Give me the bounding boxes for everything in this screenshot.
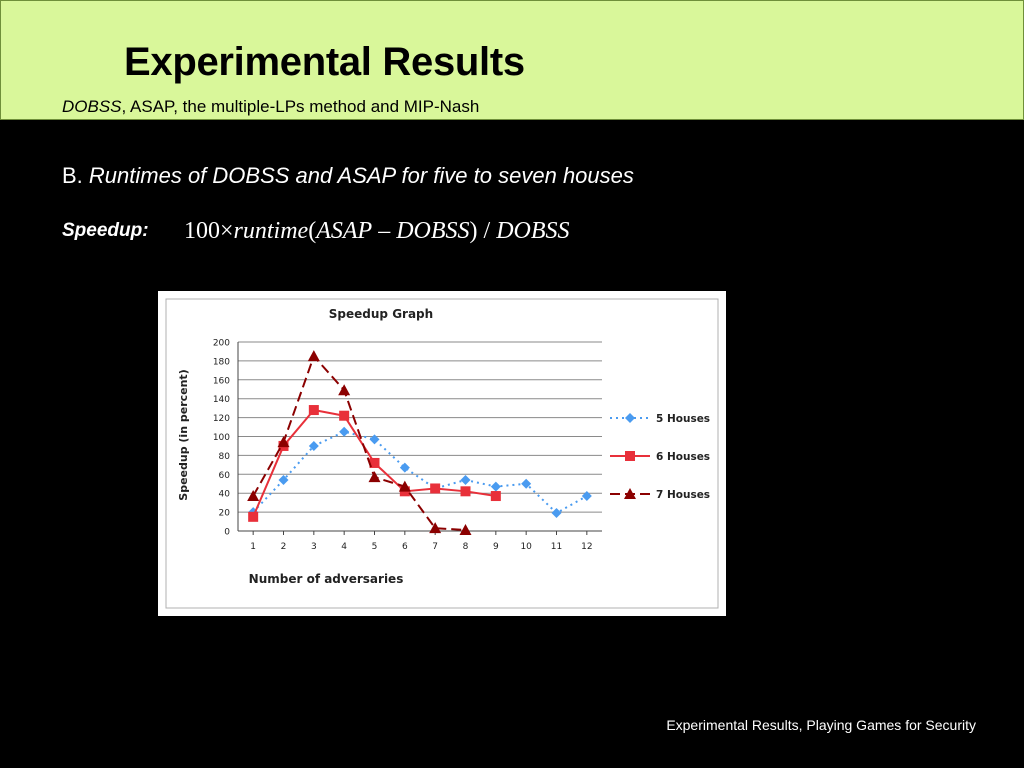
data-point-5-houses (581, 491, 592, 502)
legend-marker-7-houses (624, 488, 636, 499)
formula-minus: – (372, 218, 397, 244)
data-point-6-houses (460, 486, 471, 497)
series-line-7-houses (252, 355, 466, 532)
legend-label-5-houses: 5 Houses (656, 413, 710, 425)
chart-title: Speedup Graph (329, 307, 433, 321)
data-point-5-houses (369, 434, 380, 445)
formula-open: ( (308, 218, 317, 244)
data-point-5-houses (278, 474, 289, 485)
slide-footer: Experimental Results, Playing Games for … (666, 717, 976, 733)
y-tick-label: 140 (213, 395, 230, 405)
data-point-5-houses (339, 426, 350, 437)
data-point-6-houses (308, 405, 319, 416)
y-tick-label: 40 (219, 490, 231, 500)
y-tick-label: 80 (219, 452, 231, 462)
slide-subtitle: DOBSS, ASAP, the multiple-LPs method and… (62, 97, 479, 117)
x-axis-label: Number of adversaries (249, 572, 404, 586)
data-point-6-houses (339, 410, 350, 421)
section-prefix: B. (62, 163, 89, 188)
legend-marker-5-houses (625, 413, 635, 423)
data-point-5-houses (308, 440, 319, 451)
header-band (0, 0, 1024, 120)
x-tick-label: 6 (402, 542, 408, 552)
data-point-7-houses (338, 384, 351, 396)
x-tick-label: 4 (341, 542, 347, 552)
speedup-label: Speedup: (62, 220, 149, 241)
data-point-7-houses (277, 436, 290, 448)
x-tick-label: 10 (520, 542, 532, 552)
data-point-5-houses (521, 478, 532, 489)
slide-title: Experimental Results (124, 40, 525, 84)
x-tick-label: 11 (551, 542, 562, 552)
data-point-7-houses (368, 471, 381, 483)
data-point-5-houses (551, 508, 562, 519)
y-tick-label: 20 (219, 509, 231, 519)
chart-svg: Speedup Graph Number of adversaries Spee… (165, 298, 719, 609)
section-heading: B. Runtimes of DOBSS and ASAP for five t… (62, 163, 634, 189)
data-point-6-houses (490, 491, 501, 502)
legend-marker-6-houses (625, 451, 635, 461)
data-point-7-houses (459, 524, 472, 536)
subtitle-emphasis: DOBSS (62, 97, 122, 116)
formula-close: ) / (469, 218, 497, 244)
y-tick-label: 60 (219, 471, 231, 481)
speedup-chart: Speedup Graph Number of adversaries Spee… (158, 291, 726, 616)
y-tick-label: 100 (213, 433, 230, 443)
data-point-7-houses (247, 490, 260, 502)
formula-times: × (220, 218, 234, 244)
data-point-5-houses (460, 474, 471, 485)
formula-func: runtime (233, 218, 309, 244)
formula-var-c: DOBSS (496, 218, 570, 244)
legend-label-7-houses: 7 Houses (656, 489, 710, 501)
data-point-7-houses (429, 522, 442, 534)
y-tick-label: 180 (213, 357, 230, 367)
data-point-6-houses (248, 511, 259, 522)
data-point-5-houses (399, 462, 410, 473)
data-point-5-houses (490, 481, 501, 492)
data-point-7-houses (307, 350, 320, 362)
formula-number: 100 (184, 218, 220, 244)
formula-var-a: ASAP (316, 218, 373, 244)
x-tick-label: 3 (311, 542, 317, 552)
x-tick-label: 12 (581, 542, 592, 552)
speedup-formula: 100×runtime(ASAP – DOBSS) / DOBSS (184, 218, 570, 245)
chart-frame (165, 298, 719, 609)
y-axis-label: Speedup (in percent) (177, 369, 190, 500)
subtitle-text: , ASAP, the multiple-LPs method and MIP-… (121, 97, 480, 116)
x-tick-label: 1 (250, 542, 256, 552)
y-tick-label: 160 (213, 376, 230, 386)
x-tick-label: 9 (493, 542, 499, 552)
x-tick-label: 7 (432, 542, 438, 552)
data-point-7-houses (398, 480, 411, 492)
y-tick-label: 120 (213, 414, 230, 424)
x-tick-label: 8 (463, 542, 469, 552)
y-tick-label: 0 (224, 528, 230, 538)
section-text: Runtimes of DOBSS and ASAP for five to s… (88, 163, 634, 188)
data-point-6-houses (430, 483, 441, 494)
formula-var-b: DOBSS (396, 218, 470, 244)
data-point-6-houses (369, 457, 380, 468)
legend-label-6-houses: 6 Houses (656, 451, 710, 463)
x-tick-label: 5 (372, 542, 378, 552)
x-tick-label: 2 (281, 542, 287, 552)
y-tick-label: 200 (213, 339, 230, 349)
